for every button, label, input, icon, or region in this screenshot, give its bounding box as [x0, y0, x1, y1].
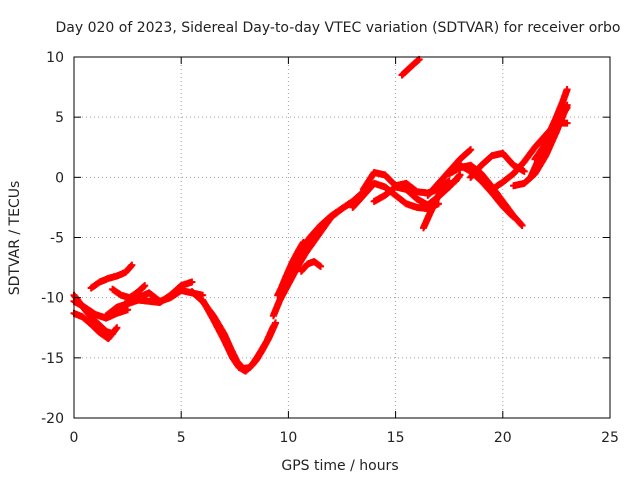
series-track-e — [109, 282, 149, 302]
y-tick-label: -5 — [50, 231, 64, 247]
series-markers — [419, 171, 464, 232]
x-tick-label: 5 — [177, 430, 186, 446]
series-markers — [87, 261, 136, 292]
series-markers — [456, 161, 518, 221]
chart-title: Day 020 of 2023, Sidereal Day-to-day VTE… — [56, 20, 621, 36]
data-points — [70, 55, 571, 375]
x-tick-label: 25 — [601, 430, 619, 446]
y-tick-label: -10 — [41, 291, 64, 307]
series-markers — [276, 238, 307, 296]
y-tick-label: -15 — [41, 351, 64, 367]
x-tick-label: 10 — [279, 430, 297, 446]
series-markers — [199, 296, 277, 375]
series-track-q — [419, 171, 464, 232]
series-markers — [398, 55, 423, 79]
series-track-t — [456, 161, 518, 221]
x-tick-label: 20 — [494, 430, 512, 446]
x-axis-label: GPS time / hours — [281, 458, 398, 474]
y-tick-label: 0 — [55, 170, 64, 186]
axis-ticks: 0 5 10 15 20 25 -20 -15 -10 -5 0 5 10 — [41, 50, 619, 446]
y-axis-label: SDTVAR / TECUs — [7, 181, 23, 296]
x-tick-label: 15 — [387, 430, 405, 446]
series-track-m — [297, 258, 325, 275]
series-markers — [297, 258, 325, 275]
series-track-y — [531, 119, 571, 163]
y-tick-label: 5 — [55, 110, 64, 126]
grid-lines — [74, 57, 610, 418]
series-track-l — [276, 238, 307, 296]
series-track-d — [87, 261, 136, 292]
y-tick-label: 10 — [46, 50, 64, 66]
series-markers — [531, 119, 571, 163]
series-track-z — [398, 55, 423, 79]
x-tick-label: 0 — [70, 430, 79, 446]
series-markers — [109, 282, 149, 302]
series-track-i — [199, 296, 277, 375]
y-tick-label: -20 — [41, 411, 64, 427]
